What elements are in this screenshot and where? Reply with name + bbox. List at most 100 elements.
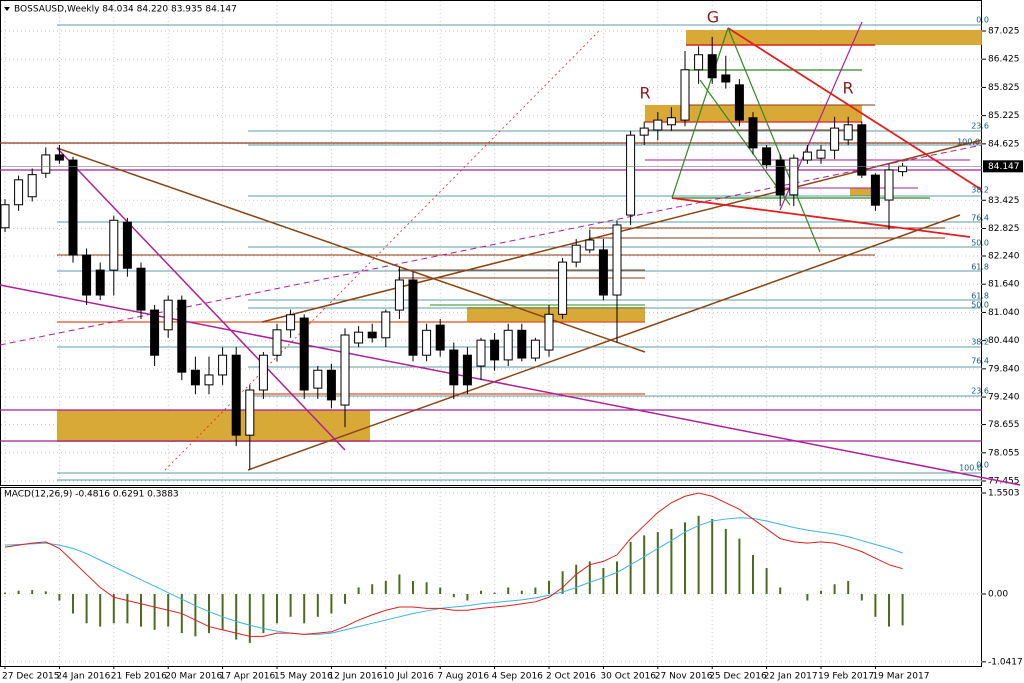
x-tick-label: 10 Jul 2016 xyxy=(383,672,434,682)
x-tick-label: 2 Oct 2016 xyxy=(546,672,596,682)
y-tick-label: 79.240 xyxy=(988,393,1020,403)
candle-body xyxy=(571,244,581,263)
candle-body xyxy=(122,221,132,269)
candle-body xyxy=(517,329,527,359)
candle-body xyxy=(680,69,690,121)
y-tick-label: 85.225 xyxy=(988,111,1020,121)
y-tick-label: 78.655 xyxy=(988,420,1020,430)
y-tick-label: 1.5503 xyxy=(988,488,1020,498)
annotation: 61.8 xyxy=(971,263,989,272)
candle-body xyxy=(340,334,350,406)
candle-body xyxy=(762,147,772,166)
annotation: G xyxy=(707,8,719,27)
candle-body xyxy=(286,314,296,331)
candle-body xyxy=(612,224,622,296)
trend-line xyxy=(247,214,961,471)
trend-line xyxy=(727,27,983,191)
candle-body xyxy=(775,159,785,196)
y-tick-label: 0.00 xyxy=(988,589,1008,599)
trend-line xyxy=(727,27,821,253)
candle-body xyxy=(462,354,472,386)
candle-body xyxy=(544,313,554,351)
x-tick-label: 15 May 2016 xyxy=(274,672,333,682)
annotation: 23.6 xyxy=(971,387,989,396)
candle-body xyxy=(639,127,649,136)
candle-body xyxy=(218,354,228,376)
candle-body xyxy=(734,84,744,121)
y-tick-label: 81.640 xyxy=(988,280,1020,290)
x-tick-label: 24 Jan 2016 xyxy=(56,672,110,682)
x-tick-label: 21 Feb 2016 xyxy=(111,672,167,682)
annotation: 50.0 xyxy=(971,301,989,310)
candle-body xyxy=(870,174,880,206)
macd-panel-frame xyxy=(0,487,982,667)
candle-body xyxy=(585,239,595,251)
candle-body xyxy=(0,204,10,229)
x-tick-label: 27 Nov 2016 xyxy=(655,672,713,682)
x-tick-label: 4 Sep 2016 xyxy=(492,672,544,682)
candle-body xyxy=(190,369,200,386)
candle-body xyxy=(326,369,336,401)
candle-body xyxy=(435,324,445,351)
candle-body xyxy=(95,269,105,296)
candle-body xyxy=(354,331,364,344)
zone-box xyxy=(57,410,370,442)
annotation: 38.2 xyxy=(971,186,989,195)
x-tick-label: 27 Dec 2015 xyxy=(2,672,60,682)
x-tick-label: 17 Apr 2016 xyxy=(220,672,276,682)
annotation: 50.0 xyxy=(971,239,989,248)
trend-line xyxy=(0,144,983,346)
annotation: 100.0 xyxy=(959,464,982,473)
title-arrow xyxy=(4,7,10,11)
last-price-label: 84.147 xyxy=(988,162,1020,172)
candle-body xyxy=(476,339,486,367)
candle-body xyxy=(898,165,908,173)
candle-body xyxy=(748,117,758,149)
candle-body xyxy=(503,329,513,361)
zone-box xyxy=(686,30,982,45)
x-tick-label: 20 Mar 2016 xyxy=(165,672,222,682)
annotation: R xyxy=(639,84,650,103)
candle-body xyxy=(272,329,282,356)
y-tick-label: 82.825 xyxy=(988,224,1020,234)
annotation: 76.4 xyxy=(971,357,989,366)
candle-body xyxy=(82,254,92,296)
x-tick-label: 19 Mar 2017 xyxy=(872,672,929,682)
candle-body xyxy=(245,389,255,436)
macd-line xyxy=(4,517,903,635)
x-tick-label: 12 Jun 2016 xyxy=(328,672,382,682)
x-tick-label: 30 Oct 2016 xyxy=(600,672,656,682)
y-tick-label: 78.055 xyxy=(988,448,1020,458)
candle-body xyxy=(666,117,676,126)
candle-body xyxy=(449,349,459,386)
annotation: 76.4 xyxy=(971,214,989,223)
main-panel-frame xyxy=(0,0,982,486)
last-price-box xyxy=(983,160,1023,173)
y-tick-label: 85.825 xyxy=(988,83,1020,93)
trend-line xyxy=(699,79,791,206)
chart-title: BOSSAUSD,Weekly 84.034 84.220 83.935 84.… xyxy=(14,5,237,15)
candle-body xyxy=(694,54,704,71)
candle-body xyxy=(367,331,377,339)
candle-body xyxy=(721,74,731,83)
macd-line xyxy=(4,492,903,637)
candle-body xyxy=(843,124,853,141)
x-tick-label: 19 Feb 2017 xyxy=(818,672,874,682)
candle-body xyxy=(299,317,309,391)
candle-body xyxy=(490,339,500,361)
macd-title: MACD(12,26,9) -0.4816 0.6291 0.3883 xyxy=(4,490,179,500)
candle-body xyxy=(381,311,391,339)
candle-body xyxy=(177,299,187,373)
x-tick-label: 22 Jan 2017 xyxy=(764,672,818,682)
candle-body xyxy=(231,354,241,436)
candle-body xyxy=(530,339,540,359)
candle-body xyxy=(27,174,37,198)
candle-body xyxy=(54,154,64,161)
candle-body xyxy=(163,299,173,331)
annotation: 0.0 xyxy=(976,461,989,470)
trend-line xyxy=(671,27,729,199)
candle-body xyxy=(558,261,568,315)
candle-body xyxy=(204,374,214,386)
